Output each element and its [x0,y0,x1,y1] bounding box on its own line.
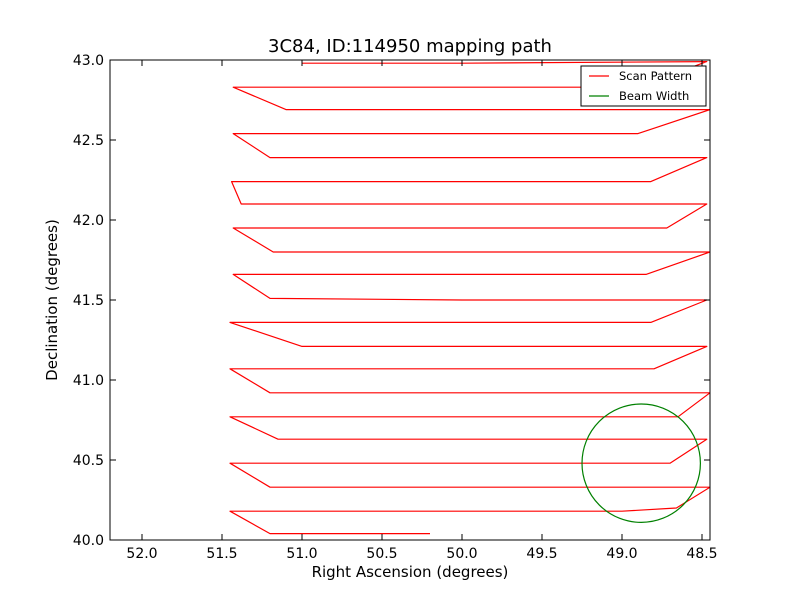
legend: Scan Pattern Beam Width [580,65,707,107]
y-tick-label: 41.0 [73,373,104,389]
x-tick-label: 48.5 [686,546,717,562]
x-tick-label: 52.0 [126,546,157,562]
y-tick-label: 40.5 [73,453,104,469]
y-tick-label: 42.0 [73,213,104,229]
tick-layer: 52.0 51.5 51.0 50.5 50.0 49.5 49.0 48.5 40.0 40.5… [73,53,718,562]
beam-width-circle [581,403,702,524]
legend-frame [580,65,707,107]
x-tick-label: 49.5 [526,546,557,562]
x-tick-label: 51.0 [286,546,317,562]
y-tick-label: 43.0 [73,53,104,69]
y-tick-label: 42.5 [73,133,104,149]
legend-label-beam-width: Beam Width [619,89,689,103]
x-tick-label: 51.5 [206,546,237,562]
x-axis-label: Right Ascension (degrees) [312,563,509,581]
chart-title: 3C84, ID:114950 mapping path [268,36,552,57]
y-axis-label: Declination (degrees) [43,219,61,381]
scan-pattern-line [229,61,710,535]
legend-label-scan-pattern: Scan Pattern [619,69,692,83]
x-tick-label: 50.0 [446,546,477,562]
y-tick-label: 41.5 [73,293,104,309]
x-tick-label: 50.5 [366,546,397,562]
y-tick-label: 40.0 [73,533,104,549]
data-layer [229,61,710,535]
x-tick-label: 49.0 [606,546,637,562]
